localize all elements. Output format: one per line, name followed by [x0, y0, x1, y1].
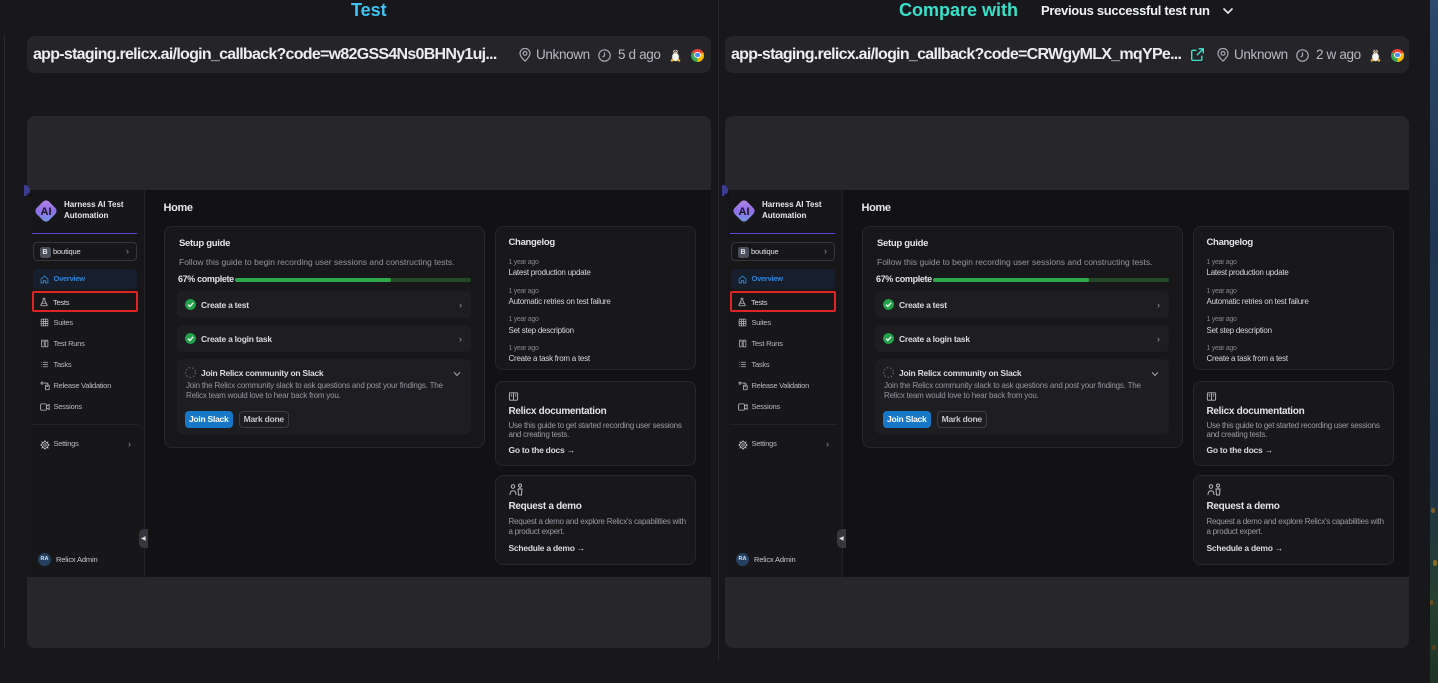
svg-text:AI: AI: [739, 206, 750, 218]
svg-text:AI: AI: [41, 206, 52, 218]
